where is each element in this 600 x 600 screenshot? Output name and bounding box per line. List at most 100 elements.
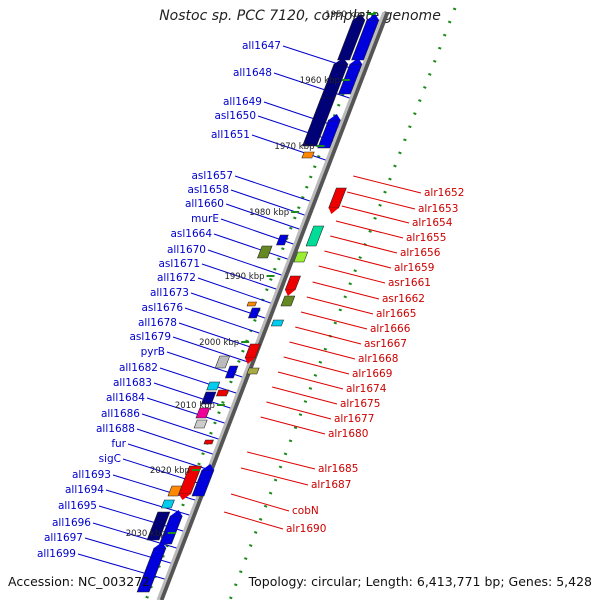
leader-alr1674 (277, 371, 344, 390)
gene-block-asr1661[interactable] (283, 275, 301, 296)
gene-label-all1699[interactable]: all1699 (37, 548, 76, 560)
gene-label-asl1658[interactable]: asl1658 (187, 184, 229, 196)
leader-all1649 (263, 101, 339, 128)
gene-label-alr1666[interactable]: alr1666 (370, 323, 411, 335)
gene-label-alr1655[interactable]: alr1655 (406, 232, 446, 244)
backbone (156, 11, 386, 600)
gene-label-alr1656[interactable]: alr1656 (400, 247, 441, 259)
gene-label-all1660[interactable]: all1660 (185, 198, 224, 210)
gene-label-all1651[interactable]: all1651 (211, 129, 250, 141)
gene-block-asl1676[interactable] (247, 307, 261, 319)
gene-label-asl1676[interactable]: asl1676 (141, 302, 183, 314)
gene-label-asl1650[interactable]: asl1650 (214, 110, 256, 122)
gene-block-alr1656[interactable] (305, 225, 325, 247)
gene-label-all1695[interactable]: all1695 (58, 500, 97, 512)
gene-label-alr1675[interactable]: alr1675 (340, 398, 380, 410)
gene-block-all1647b[interactable] (351, 14, 382, 61)
leader-asr1667 (295, 326, 362, 345)
gene-label-alr1653[interactable]: alr1653 (418, 203, 458, 215)
gene-block-all1649[interactable] (302, 97, 336, 147)
gene-block-all1693[interactable] (160, 499, 175, 509)
gene-block-alr1668[interactable] (243, 343, 261, 364)
gene-label-all1670[interactable]: all1670 (167, 244, 206, 256)
gene-block-all1694[interactable] (146, 511, 171, 541)
gene-label-alr1680[interactable]: alr1680 (328, 428, 368, 440)
leader-asl1657 (234, 175, 310, 202)
gene-block-all1688[interactable] (193, 419, 208, 429)
gene-block-all1686[interactable] (195, 407, 211, 419)
gene-block-alr1666[interactable] (270, 319, 285, 327)
gene-block-pyrB[interactable] (214, 355, 231, 369)
gene-label-asl1671[interactable]: asl1671 (158, 258, 200, 270)
accession: Accession: NC_003272 (8, 574, 151, 589)
gene-label-all1647[interactable]: all1647 (242, 40, 281, 52)
gene-block-alr1687[interactable] (191, 464, 216, 497)
gene-block-all1695[interactable] (159, 510, 185, 545)
gene-block-all1696[interactable] (136, 542, 168, 593)
gene-label-sigc[interactable]: sigC (99, 453, 121, 465)
gene-label-all1682[interactable]: all1682 (119, 362, 158, 374)
gene-label-asl1657[interactable]: asl1657 (191, 170, 233, 182)
gene-label-all1696[interactable]: all1696 (52, 517, 91, 529)
gene-label-alr1652[interactable]: alr1652 (424, 187, 464, 199)
gene-label-alr1674[interactable]: alr1674 (346, 383, 387, 395)
gene-label-all1688[interactable]: all1688 (96, 423, 135, 435)
gene-block-alr1685[interactable] (176, 465, 202, 500)
gene-label-pyrb[interactable]: pyrB (141, 346, 165, 358)
gene-label-asl1664[interactable]: asl1664 (170, 228, 212, 240)
gene-block-alr1680[interactable] (203, 439, 214, 445)
gene-label-all1673[interactable]: all1673 (150, 287, 189, 299)
gene-label-asr1667[interactable]: asr1667 (364, 338, 407, 350)
gene-label-all1693[interactable]: all1693 (72, 469, 111, 481)
leader-alr1690 (223, 511, 284, 530)
gene-label-mure[interactable]: murE (191, 213, 219, 225)
gene-label-alr1687[interactable]: alr1687 (311, 479, 351, 491)
gene-block-all1682[interactable] (224, 365, 239, 379)
gene-label-alr1685[interactable]: alr1685 (318, 463, 358, 475)
gene-label-all1694[interactable]: all1694 (65, 484, 104, 496)
gene-label-alr1665[interactable]: alr1665 (376, 308, 416, 320)
leader-alr1666 (300, 311, 368, 330)
gene-block-asr1662[interactable] (280, 295, 296, 307)
gene-label-asl1679[interactable]: asl1679 (129, 331, 171, 343)
leader-all1651 (251, 134, 326, 161)
tick-label-2000-kbp: 2000 kbp (199, 338, 239, 348)
genome-summary: Topology: circular; Length: 6,413,771 bp… (248, 574, 592, 589)
gene-block-asl1664[interactable] (276, 234, 289, 246)
gene-label-alr1669[interactable]: alr1669 (352, 368, 392, 380)
gene-label-all1678[interactable]: all1678 (138, 317, 177, 329)
leader-asr1662 (312, 281, 380, 300)
gene-label-all1686[interactable]: all1686 (101, 408, 140, 420)
gene-block-alr1659[interactable] (293, 251, 309, 263)
gene-label-all1684[interactable]: all1684 (106, 392, 145, 404)
gene-label-alr1690[interactable]: alr1690 (286, 523, 326, 535)
gene-label-alr1677[interactable]: alr1677 (334, 413, 374, 425)
gene-label-all1649[interactable]: all1649 (223, 96, 262, 108)
gene-block-murE[interactable] (257, 245, 273, 259)
gene-label-alr1654[interactable]: alr1654 (412, 217, 453, 229)
gene-label-cobn[interactable]: cobN (292, 505, 319, 517)
gene-block-alr1652[interactable] (326, 187, 347, 214)
gene-label-asr1661[interactable]: asr1661 (388, 277, 431, 289)
leader-all1684 (146, 397, 225, 424)
gene-block-asl1671[interactable] (246, 301, 257, 307)
gene-block-all1684[interactable] (200, 391, 217, 405)
gene-label-all1672[interactable]: all1672 (157, 272, 196, 284)
gene-label-alr1668[interactable]: alr1668 (358, 353, 398, 365)
leader-alr1654 (341, 205, 410, 224)
gene-label-all1648[interactable]: all1648 (233, 67, 272, 79)
gene-label-alr1659[interactable]: alr1659 (394, 262, 434, 274)
leader-alr1680 (260, 416, 326, 435)
gene-block-alr1677[interactable] (215, 389, 230, 397)
gene-block-asl1650[interactable] (301, 151, 315, 159)
gene-block-all1651[interactable] (317, 114, 343, 149)
gene-label-all1683[interactable]: all1683 (113, 377, 152, 389)
gene-label-fur[interactable]: fur (111, 438, 126, 450)
leader-asl1671 (201, 263, 277, 290)
leader-alr1665 (306, 296, 374, 315)
gene-block-all1683[interactable] (206, 381, 221, 391)
gene-label-asr1662[interactable]: asr1662 (382, 293, 425, 305)
gene-label-all1697[interactable]: all1697 (44, 532, 83, 544)
gene-block-alr1674[interactable] (246, 367, 260, 375)
